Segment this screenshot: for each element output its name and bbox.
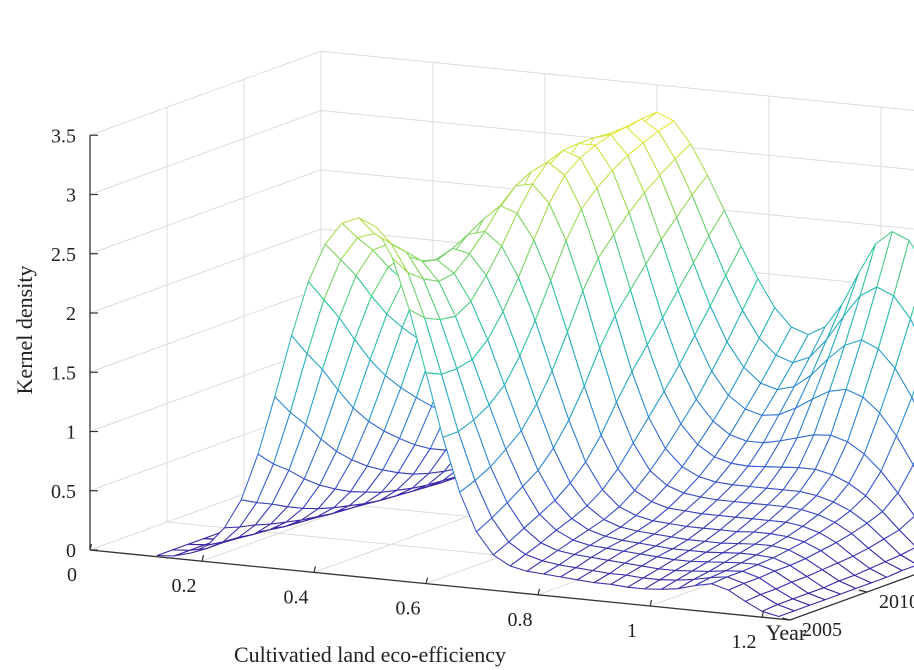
x-tick-label: 1.2 xyxy=(732,631,757,653)
x-tick-label: 0.2 xyxy=(172,575,197,597)
surface-cell xyxy=(909,304,914,328)
z-tick-label: 1.5 xyxy=(51,362,76,384)
grid-line xyxy=(89,169,322,255)
z-tick-label: 0.5 xyxy=(51,481,76,503)
y-tick xyxy=(781,617,791,621)
y-tick xyxy=(858,589,868,593)
x-tick xyxy=(201,555,205,562)
x-tick xyxy=(425,577,429,584)
z-axis-label: Kernel density xyxy=(12,266,37,395)
x-axis-line xyxy=(89,549,791,621)
grid-line xyxy=(320,50,914,112)
grid-line xyxy=(89,110,322,195)
z-tick-label: 3 xyxy=(66,185,76,207)
x-tick xyxy=(89,543,93,551)
grid-line xyxy=(89,50,322,136)
x-tick-label: 0.8 xyxy=(508,609,533,631)
y-tick-label: 2005 xyxy=(802,619,842,641)
x-tick-label: 0.4 xyxy=(284,586,309,608)
x-tick xyxy=(313,566,317,573)
x-tick xyxy=(649,599,653,607)
grid-line xyxy=(89,287,322,373)
surface-cell xyxy=(156,549,190,557)
z-tick-label: 1 xyxy=(66,422,76,444)
x-tick-label: 0 xyxy=(67,564,77,586)
x-tick-label: 0.6 xyxy=(396,598,421,620)
y-axis-line xyxy=(789,574,914,621)
grid-line xyxy=(89,228,322,314)
z-tick-label: 0 xyxy=(66,540,76,562)
x-tick-label: 1 xyxy=(627,620,637,642)
x-tick xyxy=(537,588,541,595)
axes-frame xyxy=(89,134,914,621)
tick-labels: 0 0.5 1 1.5 2 2.5 3 3.5 0 0.2 0.4 0.6 0.8 1 1.2 2005 201… xyxy=(51,125,914,653)
y-tick-label: 2010 xyxy=(879,591,914,613)
surface-mesh xyxy=(156,111,914,618)
z-tick-label: 3.5 xyxy=(51,125,76,147)
grid-line xyxy=(89,347,322,432)
z-tick-label: 2.5 xyxy=(51,244,76,266)
x-tick xyxy=(761,611,765,618)
z-tick-label: 2 xyxy=(66,303,76,325)
y-axis-label: Year xyxy=(766,620,807,645)
x-axis-label: Cultivatied land eco-efficiency xyxy=(234,642,506,667)
